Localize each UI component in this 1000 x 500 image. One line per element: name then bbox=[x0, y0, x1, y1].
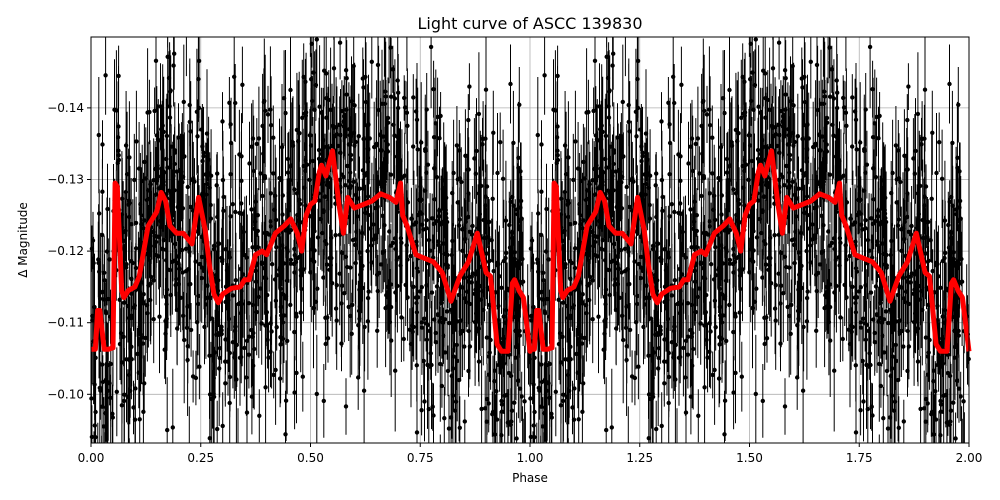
y-tick-label: −0.13 bbox=[47, 172, 84, 186]
y-axis-ticks: −0.14 −0.13 −0.12 −0.11 −0.10 bbox=[47, 101, 91, 401]
x-axis-ticks: 0.00 0.25 0.50 0.75 1.00 1.25 1.50 1.75 2.00 bbox=[78, 443, 983, 465]
chart-title: Light curve of ASCC 139830 bbox=[417, 14, 642, 33]
model-curve bbox=[91, 148, 972, 354]
y-tick-label: −0.10 bbox=[47, 387, 84, 401]
x-tick-label: 1.75 bbox=[846, 451, 873, 465]
y-tick-label: −0.11 bbox=[47, 316, 84, 330]
x-tick-label: 1.00 bbox=[517, 451, 544, 465]
x-tick-label: 1.25 bbox=[626, 451, 653, 465]
x-tick-label: 0.75 bbox=[407, 451, 434, 465]
y-tick-label: −0.12 bbox=[47, 244, 84, 258]
x-tick-label: 1.50 bbox=[736, 451, 763, 465]
y-axis-label: Δ Magnitude bbox=[16, 202, 30, 278]
x-tick-label: 0.25 bbox=[187, 451, 214, 465]
x-axis-label: Phase bbox=[512, 471, 548, 485]
x-tick-label: 0.00 bbox=[78, 451, 105, 465]
x-tick-label: 2.00 bbox=[956, 451, 983, 465]
y-tick-label: −0.14 bbox=[47, 101, 84, 115]
x-tick-label: 0.50 bbox=[297, 451, 324, 465]
